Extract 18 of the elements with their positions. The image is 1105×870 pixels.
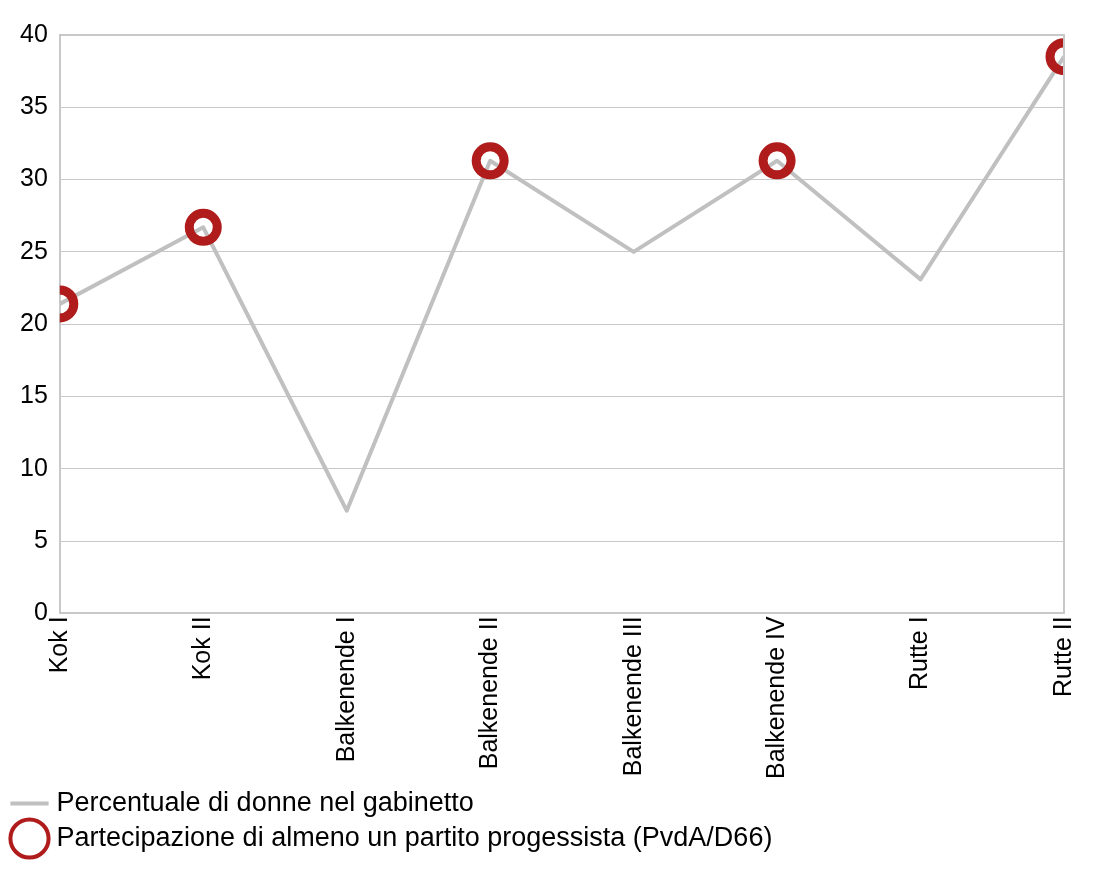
x-tick-label: Balkenende I <box>330 616 359 763</box>
legend-label: Partecipazione di almeno un partito progessista (PvdA/D66) <box>56 821 773 852</box>
y-tick-label: 40 <box>20 18 48 47</box>
y-tick-label: 10 <box>20 452 48 481</box>
x-tick-label: Rutte II <box>1047 616 1076 697</box>
x-tick-label: Kok II <box>187 616 216 681</box>
y-tick-label: 35 <box>20 91 48 120</box>
x-tick-label: Balkenende IV <box>760 616 789 779</box>
y-tick-label: 30 <box>20 163 48 192</box>
x-tick-label: Balkenende III <box>617 616 646 777</box>
y-tick-label: 15 <box>20 380 48 409</box>
y-tick-label: 5 <box>33 524 48 553</box>
x-tick-label: Rutte I <box>904 616 933 691</box>
y-tick-label: 20 <box>20 308 48 337</box>
y-tick-label: 25 <box>20 235 48 264</box>
y-tick-label: 0 <box>33 597 48 626</box>
x-tick-label: Balkenende II <box>474 616 503 770</box>
legend-label: Percentuale di donne nel gabinetto <box>56 786 474 817</box>
